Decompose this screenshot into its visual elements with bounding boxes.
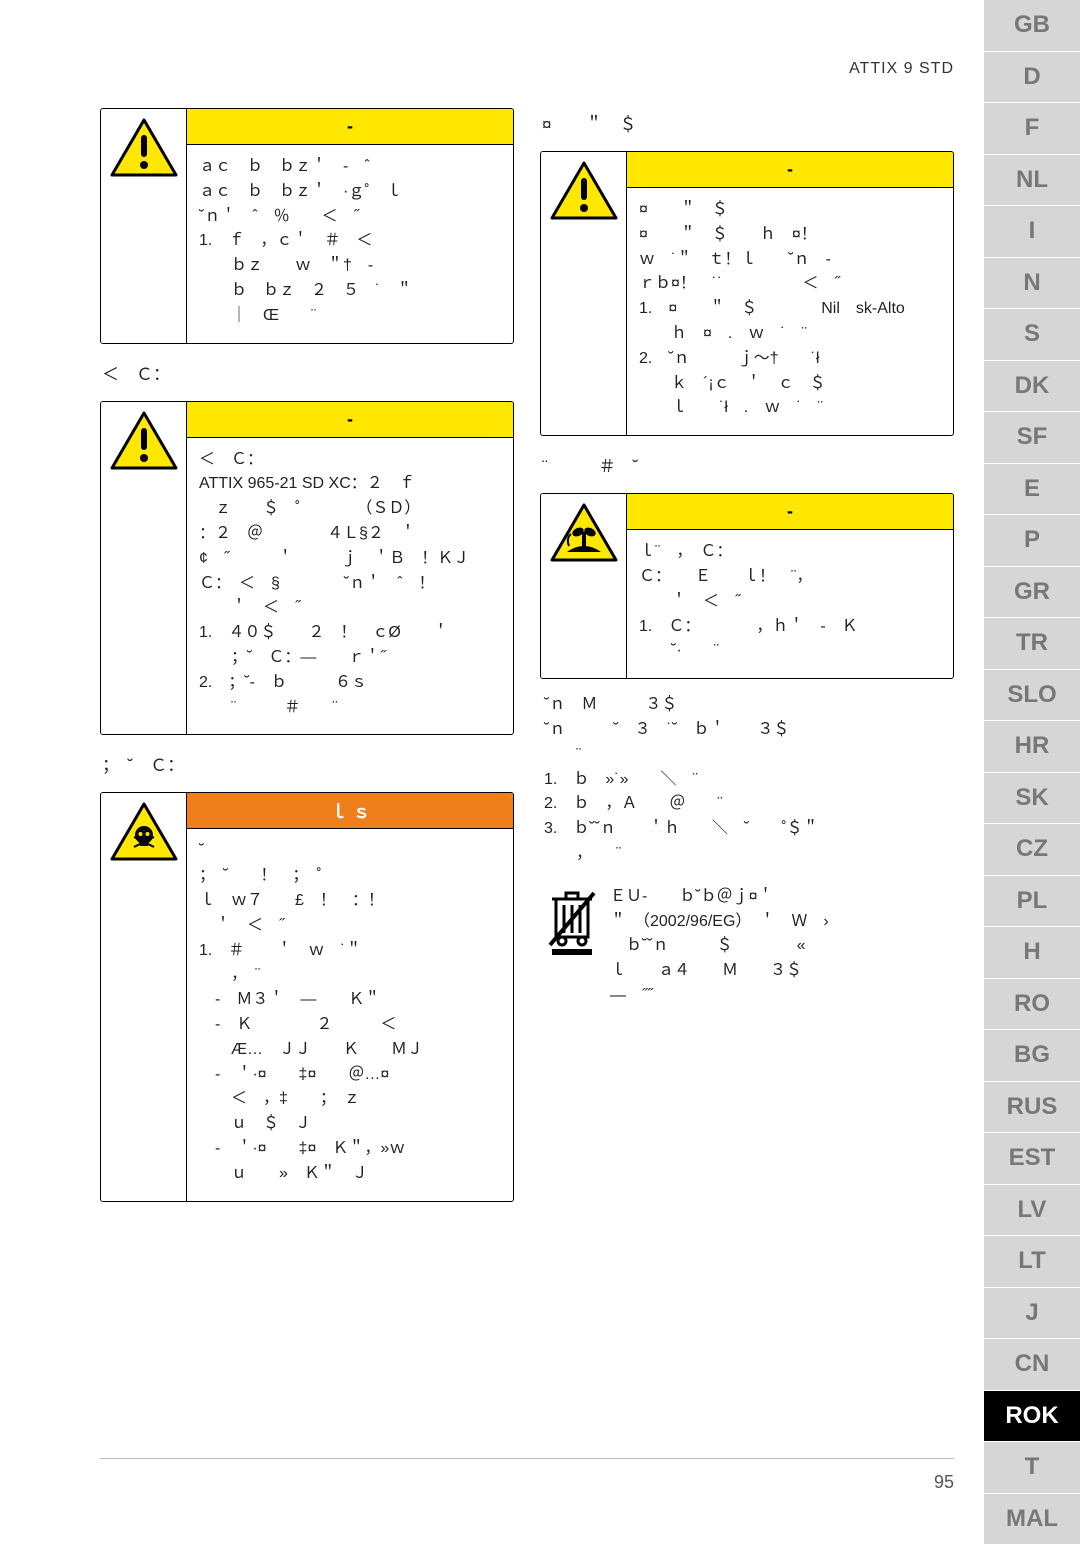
lang-tab-ro[interactable]: RO xyxy=(984,979,1080,1031)
lang-tab-dk[interactable]: DK xyxy=(984,361,1080,413)
skull-icon xyxy=(101,793,187,1200)
lang-tab-cz[interactable]: CZ xyxy=(984,824,1080,876)
lang-tab-i[interactable]: I xyxy=(984,206,1080,258)
lang-tab-gr[interactable]: GR xyxy=(984,567,1080,619)
environment-icon xyxy=(541,494,627,678)
content-area: ATTIX 9 STD - ａｃ ｂ ｂｚ＇ - ˆ ａｃ ｂ ｂｚ＇ ·ｇ˚ … xyxy=(0,0,984,1545)
lang-tab-j[interactable]: J xyxy=(984,1288,1080,1340)
lang-tab-slo[interactable]: SLO xyxy=(984,670,1080,722)
warning-icon xyxy=(101,402,187,735)
box-title: - xyxy=(627,494,953,530)
lang-tab-p[interactable]: P xyxy=(984,515,1080,567)
page: GBDFNLINSDKSFEPGRTRSLOHRSKCZPLHROBGRUSES… xyxy=(0,0,1080,1545)
lang-tab-cn[interactable]: CN xyxy=(984,1339,1080,1391)
lang-tab-sk[interactable]: SK xyxy=(984,773,1080,825)
lang-tab-sf[interactable]: SF xyxy=(984,412,1080,464)
paragraph: ˘ｎ Ｍ ３＄ ˘ｎ ˘ ３ ˙˘ ｂ＇ ３＄ ¨ 1. ｂ »˙» ＼ ¨ 2… xyxy=(540,693,954,867)
lang-tab-n[interactable]: N xyxy=(984,258,1080,310)
lang-tab-nl[interactable]: NL xyxy=(984,155,1080,207)
box-title: ｌ ｓ xyxy=(187,793,513,829)
lang-tab-lv[interactable]: LV xyxy=(984,1185,1080,1237)
lang-tab-t[interactable]: T xyxy=(984,1442,1080,1494)
env-box: - ｌ¨ ， Ｃ： Ｃ： Ｅ ｌ！ ¨， ＇ ＜ ˝ 1. Ｃ： ，ｈ＇ - Ｋ… xyxy=(540,493,954,679)
lang-tab-f[interactable]: F xyxy=(984,103,1080,155)
section-heading: ＜ Ｃ： xyxy=(100,358,514,387)
lang-tab-hr[interactable]: HR xyxy=(984,721,1080,773)
product-header: ATTIX 9 STD xyxy=(849,60,954,78)
left-column: - ａｃ ｂ ｂｚ＇ - ˆ ａｃ ｂ ｂｚ＇ ·ｇ˚ ｌ ˘ｎ＇ ˆ ％ ＜ … xyxy=(100,108,514,1445)
page-number: 95 xyxy=(934,1472,954,1493)
lang-tab-mal[interactable]: MAL xyxy=(984,1494,1080,1545)
lang-tab-tr[interactable]: TR xyxy=(984,618,1080,670)
lang-tab-bg[interactable]: BG xyxy=(984,1030,1080,1082)
section-heading: ¨ ＃ ˘ xyxy=(540,450,954,479)
box-body: ｌ¨ ， Ｃ： Ｃ： Ｅ ｌ！ ¨， ＇ ＜ ˝ 1. Ｃ： ，ｈ＇ - Ｋ ˘… xyxy=(627,530,953,678)
columns: - ａｃ ｂ ｂｚ＇ - ˆ ａｃ ｂ ｂｚ＇ ·ｇ˚ ｌ ˘ｎ＇ ˆ ％ ＜ … xyxy=(100,108,954,1445)
lang-tab-gb[interactable]: GB xyxy=(984,0,1080,52)
weee-bin-icon xyxy=(544,885,600,957)
caution-box-1: - ａｃ ｂ ｂｚ＇ - ˆ ａｃ ｂ ｂｚ＇ ·ｇ˚ ｌ ˘ｎ＇ ˆ ％ ＜ … xyxy=(100,108,514,344)
lang-tab-h[interactable]: H xyxy=(984,927,1080,979)
section-heading: ¤ ＂ ＄ xyxy=(540,108,954,137)
box-body: ˘ ； ˘ ！ ； ˚ ｌ ｗ７ £ ！ ：！ ＇ ＜ ˝ 1. ＃ ＇ ｗ ˙… xyxy=(187,829,513,1200)
section-heading: ； ˘ Ｃ： xyxy=(100,749,514,778)
lang-tab-rok[interactable]: ROK xyxy=(984,1391,1080,1443)
right-column: ¤ ＂ ＄ - ¤ ＂ ＄ ¤ ＂ ＄ ｈ ¤！ ｗ ˙＂ ｔ！ｌ ˘ｎ - ｒ… xyxy=(540,108,954,1445)
lang-tab-e[interactable]: E xyxy=(984,464,1080,516)
lang-tab-d[interactable]: D xyxy=(984,52,1080,104)
box-body: ¤ ＂ ＄ ¤ ＂ ＄ ｈ ¤！ ｗ ˙＂ ｔ！ｌ ˘ｎ - ｒｂ¤！ ˙˙ ＜… xyxy=(627,188,953,435)
weee-text: ＥＵ- ｂ˘ｂ＠ｊ¤＇ ＂ （2002/96/EG） ＇ Ｗ › ｂ˘˘ｎ ＄ … xyxy=(610,885,829,1009)
lang-tab-s[interactable]: S xyxy=(984,309,1080,361)
caution-box-3: - ¤ ＂ ＄ ¤ ＂ ＄ ｈ ¤！ ｗ ˙＂ ｔ！ｌ ˘ｎ - ｒｂ¤！ ˙˙… xyxy=(540,151,954,436)
box-body: ＜ Ｃ： ATTIX 965-21 SD XC：２ ｆ ｚ ＄ ˚ （ＳＤ） ：… xyxy=(187,438,513,735)
warning-icon xyxy=(101,109,187,343)
warning-icon xyxy=(541,152,627,435)
box-title: - xyxy=(187,109,513,145)
lang-tab-est[interactable]: EST xyxy=(984,1133,1080,1185)
lang-tab-rus[interactable]: RUS xyxy=(984,1082,1080,1134)
lang-tab-lt[interactable]: LT xyxy=(984,1236,1080,1288)
box-body: ａｃ ｂ ｂｚ＇ - ˆ ａｃ ｂ ｂｚ＇ ·ｇ˚ ｌ ˘ｎ＇ ˆ ％ ＜ ˝ … xyxy=(187,145,513,343)
warning-box: ｌ ｓ ˘ ； ˘ ！ ； ˚ ｌ ｗ７ £ ！ ：！ ＇ ＜ ˝ 1. ＃ ＇… xyxy=(100,792,514,1201)
weee-row: ＥＵ- ｂ˘ｂ＠ｊ¤＇ ＂ （2002/96/EG） ＇ Ｗ › ｂ˘˘ｎ ＄ … xyxy=(540,881,954,1009)
language-rail: GBDFNLINSDKSFEPGRTRSLOHRSKCZPLHROBGRUSES… xyxy=(984,0,1080,1545)
caution-box-2: - ＜ Ｃ： ATTIX 965-21 SD XC：２ ｆ ｚ ＄ ˚ （ＳＤ）… xyxy=(100,401,514,736)
box-title: - xyxy=(187,402,513,438)
box-title: - xyxy=(627,152,953,188)
lang-tab-pl[interactable]: PL xyxy=(984,876,1080,928)
footer-rule xyxy=(100,1458,954,1459)
